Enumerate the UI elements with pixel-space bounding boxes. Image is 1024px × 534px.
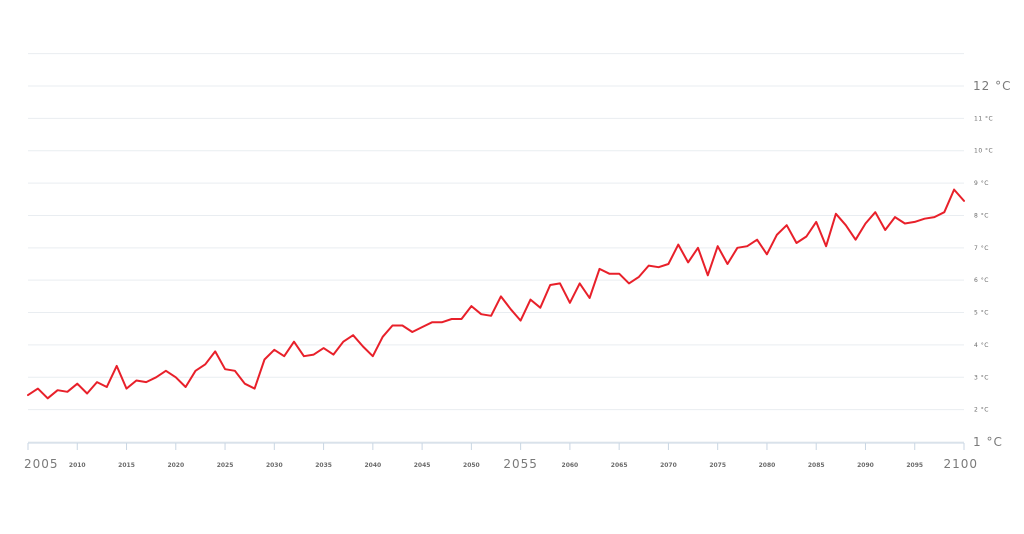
y-tick-label: 7 °C [974,245,989,252]
x-tick-label: 2100 [943,457,978,471]
x-tick-label: 2070 [660,462,677,469]
y-tick-label: 9 °C [974,180,989,187]
y-tick-label: 3 °C [974,374,989,381]
y-tick-label: 11 °C [974,115,993,122]
x-tick-label: 2040 [364,462,381,469]
x-tick-label: 2075 [709,462,726,469]
x-tick-label: 2065 [611,462,628,469]
x-tick-label: 2050 [463,462,480,469]
x-tick-label: 2085 [808,462,825,469]
x-axis: 2005 2010 2015 2020 2025 2030 2035 2040 2045 2050… [24,443,978,471]
series-line [27,188,965,400]
y-tick-label: 6 °C [974,277,989,284]
x-tick-label: 2055 [503,457,538,471]
x-tick-label: 2005 [24,457,59,471]
y-tick-label: 12 °C [973,79,1011,93]
x-tick-label: 2035 [315,462,332,469]
y-tick-label: 10 °C [974,148,993,155]
y-axis: 1 °C 2 °C 3 °C 4 °C 5 °C 6 °C 7 °C 8 °C 9 °C 10 °… [973,79,1011,449]
x-tick-label: 2020 [167,462,184,469]
x-tick-label: 2030 [266,462,283,469]
x-tick-label: 2060 [562,462,579,469]
x-tick-label: 2045 [414,462,431,469]
series-group [27,188,965,400]
x-tick-label: 2025 [217,462,234,469]
grid-lines [28,53,964,443]
x-tick-label: 2080 [759,462,776,469]
x-tick-label: 2015 [118,462,135,469]
y-tick-label: 1 °C [973,435,1003,449]
x-tick-label: 2090 [857,462,874,469]
y-tick-label: 2 °C [974,407,989,414]
y-tick-label: 4 °C [974,342,989,349]
y-tick-label: 8 °C [974,212,989,219]
x-tick-label: 2010 [69,462,86,469]
x-tick-label: 2095 [906,462,923,469]
y-tick-label: 5 °C [974,310,989,317]
